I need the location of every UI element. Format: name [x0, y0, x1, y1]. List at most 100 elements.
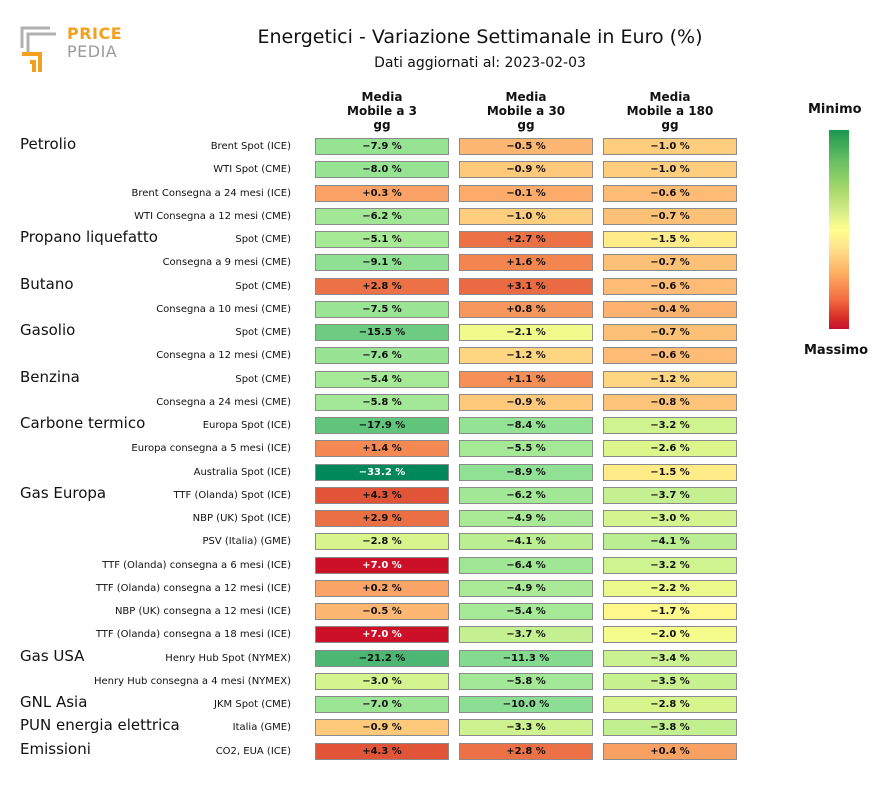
heatmap-cell: −0.8 % — [603, 393, 737, 411]
heatmap-cell: −5.8 % — [459, 672, 593, 690]
heatmap-cell: +1.6 % — [459, 254, 593, 272]
heatmap-cell: −9.1 % — [315, 254, 449, 272]
heatmap-cell: −1.2 % — [603, 370, 737, 388]
row-label: NBP (UK) Spot (ICE) — [192, 513, 291, 524]
heatmap-cell: −3.8 % — [603, 719, 737, 737]
heatmap-cell: +7.0 % — [315, 556, 449, 574]
heatmap-cell: −21.2 % — [315, 649, 449, 667]
heatmap-cell: −0.7 % — [603, 207, 737, 225]
heatmap-cell: +2.9 % — [315, 510, 449, 527]
heatmap-cell: −8.4 % — [459, 417, 593, 434]
heatmap-cell: −3.0 % — [315, 672, 449, 690]
heatmap-cell: −3.0 % — [603, 510, 737, 527]
heatmap-cell: −0.7 % — [603, 324, 737, 341]
heatmap-cell: −3.4 % — [603, 649, 737, 667]
heatmap-cell: −0.1 % — [459, 184, 593, 202]
row-label: Brent Consegna a 24 mesi (ICE) — [131, 187, 291, 199]
heatmap-cell: −1.5 % — [603, 231, 737, 248]
heatmap-cell: −3.7 % — [603, 486, 737, 504]
row-label: TTF (Olanda) consegna a 6 mesi (ICE) — [102, 559, 291, 571]
heatmap-cell: −1.2 % — [459, 347, 593, 365]
row-label: WTI Consegna a 12 mesi (CME) — [134, 210, 291, 222]
group-label: Emissioni — [20, 739, 91, 758]
heatmap-cell: −0.6 % — [603, 277, 737, 295]
heatmap-cell: −5.8 % — [315, 393, 449, 411]
heatmap-cell: −2.2 % — [603, 579, 737, 597]
heatmap-cell: −33.2 % — [315, 463, 449, 481]
heatmap-cell: −7.0 % — [315, 696, 449, 713]
heatmap-cell: −4.1 % — [603, 533, 737, 551]
heatmap-cell: −4.1 % — [459, 533, 593, 551]
chart-subtitle: Dati aggiornati al: 2023-02-03 — [374, 55, 586, 71]
heatmap-cell: −0.5 % — [315, 603, 449, 620]
heatmap-cell: −8.0 % — [315, 161, 449, 179]
row-label: Henry Hub Spot (NYMEX) — [165, 652, 291, 664]
heatmap-cell: +0.4 % — [603, 742, 737, 760]
heatmap-cell: −3.3 % — [459, 719, 593, 737]
group-label: Carbone termico — [20, 414, 146, 432]
heatmap-cell: +4.3 % — [315, 742, 449, 760]
heatmap-cell: +2.7 % — [459, 231, 593, 248]
heatmap-cell: −6.2 % — [315, 207, 449, 225]
group-label: PUN energia elettrica — [20, 716, 180, 735]
heatmap-cell: −4.9 % — [459, 510, 593, 527]
heatmap-cell: −5.5 % — [459, 440, 593, 458]
heatmap-cell: −1.0 % — [459, 207, 593, 225]
row-label: Spot (CME) — [235, 327, 291, 338]
pricepedia-logo-icon — [20, 26, 56, 72]
row-label: TTF (Olanda) consegna a 12 mesi (ICE) — [95, 582, 291, 594]
group-label: GNL Asia — [20, 693, 88, 711]
heatmap-cell: −0.9 % — [459, 161, 593, 179]
heatmap-cell: −2.6 % — [603, 440, 737, 458]
heatmap-cell: −15.5 % — [315, 324, 449, 341]
group-label: Gas Europa — [20, 483, 107, 502]
brand-name-top: PRICE — [67, 24, 123, 43]
heatmap-cell: −10.0 % — [459, 696, 593, 713]
row-label: WTI Spot (CME) — [213, 164, 291, 176]
heatmap-cell: −1.5 % — [603, 463, 737, 481]
heatmap-cell: +0.2 % — [315, 579, 449, 597]
row-label: Italia (GME) — [232, 722, 291, 734]
heatmap-cell: +3.1 % — [459, 277, 593, 295]
row-label: Spot (CME) — [235, 234, 291, 245]
heatmap-cell: −3.7 % — [459, 626, 593, 644]
heatmap-cell: −7.5 % — [315, 300, 449, 318]
heatmap-cell: −1.0 % — [603, 138, 737, 155]
row-label: Europa Spot (ICE) — [202, 420, 291, 431]
heatmap-cell: −0.5 % — [459, 138, 593, 155]
row-label: CO2, EUA (ICE) — [215, 745, 291, 757]
row-label: TTF (Olanda) Spot (ICE) — [173, 489, 291, 501]
row-label: Brent Spot (ICE) — [210, 141, 291, 152]
heatmap-cell: −7.9 % — [315, 138, 449, 155]
heatmap-cell: −0.6 % — [603, 184, 737, 202]
brand-name-bottom: PEDIA — [67, 42, 118, 61]
legend-max-label: Massimo — [804, 343, 869, 358]
row-label: Australia Spot (ICE) — [193, 466, 291, 478]
heatmap-cell: +7.0 % — [315, 626, 449, 644]
heatmap-cell: −3.2 % — [603, 417, 737, 434]
row-label: NBP (UK) consegna a 12 mesi (ICE) — [114, 606, 291, 617]
row-label: Consegna a 9 mesi (CME) — [162, 257, 291, 269]
group-label: Gas USA — [20, 646, 85, 665]
heatmap-cell: −7.6 % — [315, 347, 449, 365]
heatmap-cell: −3.2 % — [603, 556, 737, 574]
heatmap-cell: −1.0 % — [603, 161, 737, 179]
row-label: Consegna a 24 mesi (CME) — [156, 396, 291, 408]
heatmap-cell: −2.1 % — [459, 324, 593, 341]
heatmap-cell: −0.6 % — [603, 347, 737, 365]
row-label: JKM Spot (CME) — [214, 699, 291, 710]
heatmap-cell: −11.3 % — [459, 649, 593, 667]
heatmap-cell: −5.1 % — [315, 231, 449, 248]
chart-title: Energetici - Variazione Settimanale in E… — [257, 26, 703, 48]
heatmap-cell: −4.9 % — [459, 579, 593, 597]
heatmap-cell: −6.4 % — [459, 556, 593, 574]
group-label: Butano — [20, 274, 74, 293]
group-label: Propano liquefatto — [20, 228, 158, 246]
heatmap-cell: −0.4 % — [603, 300, 737, 318]
row-label: TTF (Olanda) consegna a 18 mesi (ICE) — [95, 629, 291, 641]
heatmap-cell: +2.8 % — [459, 742, 593, 760]
row-label: Consegna a 10 mesi (CME) — [156, 303, 291, 315]
heatmap-cell: −1.7 % — [603, 603, 737, 620]
heatmap-cell: −5.4 % — [315, 370, 449, 388]
heatmap-cell: −2.8 % — [603, 696, 737, 713]
